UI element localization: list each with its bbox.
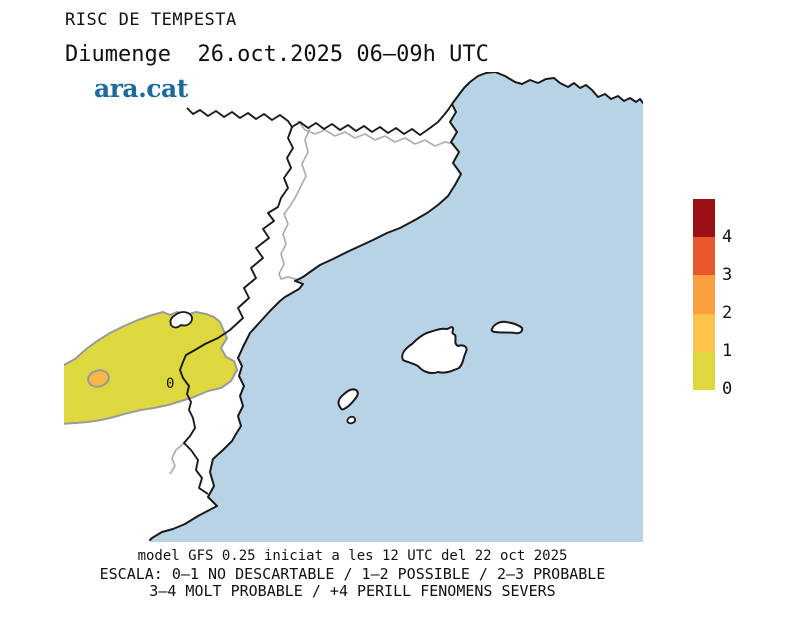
zero-contour-label: 0 (166, 376, 174, 392)
map-svg: 0 (64, 72, 643, 542)
colorbar-tick-2: 2 (722, 303, 733, 323)
scale-legend-line1: ESCALA: 0–1 NO DESCARTABLE / 1–2 POSSIBL… (99, 565, 606, 583)
map-datetime-subtitle: Diumenge 26.oct.2025 06–09h UTC (65, 42, 489, 67)
colorbar-tick-1: 1 (722, 341, 733, 361)
storm-risk-map: 0 (64, 72, 643, 542)
risk-contour-1-2 (87, 369, 110, 388)
colorbar-tick-3: 3 (722, 265, 733, 285)
colorbar-tick-0: 0 (722, 379, 733, 399)
province-border-south (169, 442, 185, 475)
colorbar-segment-4plus (693, 199, 715, 238)
province-border-west (278, 127, 311, 282)
province-border-north (297, 120, 456, 147)
model-info-text: model GFS 0.25 iniciat a les 12 UTC del … (137, 548, 568, 564)
colorbar-segment-0-1 (693, 351, 715, 390)
colorbar-tick-4: 4 (722, 227, 733, 247)
risk-contour-0-1 (64, 311, 238, 425)
border-knot (169, 311, 193, 329)
regional-border (179, 126, 294, 495)
mallorca-island (401, 326, 468, 375)
footer: model GFS 0.25 iniciat a les 12 UTC del … (60, 546, 645, 600)
formentera-island (346, 415, 357, 425)
risk-colorbar: 4 3 2 1 0 (693, 199, 732, 398)
sea-polygon (150, 72, 643, 542)
france-spain-border (186, 103, 453, 136)
colorbar-segment-3-4 (693, 237, 715, 276)
scale-legend-line2: 3–4 MOLT PROBABLE / +4 PERILL FENOMENS S… (149, 582, 556, 600)
ara-cat-logo: ara.cat (94, 74, 188, 103)
colorbar-segment-2-3 (693, 275, 715, 314)
ibiza-island (337, 388, 359, 411)
menorca-island (490, 320, 524, 335)
page-title: RISC DE TEMPESTA (65, 10, 237, 30)
colorbar-segment-1-2 (693, 313, 715, 352)
coastline (149, 72, 643, 541)
